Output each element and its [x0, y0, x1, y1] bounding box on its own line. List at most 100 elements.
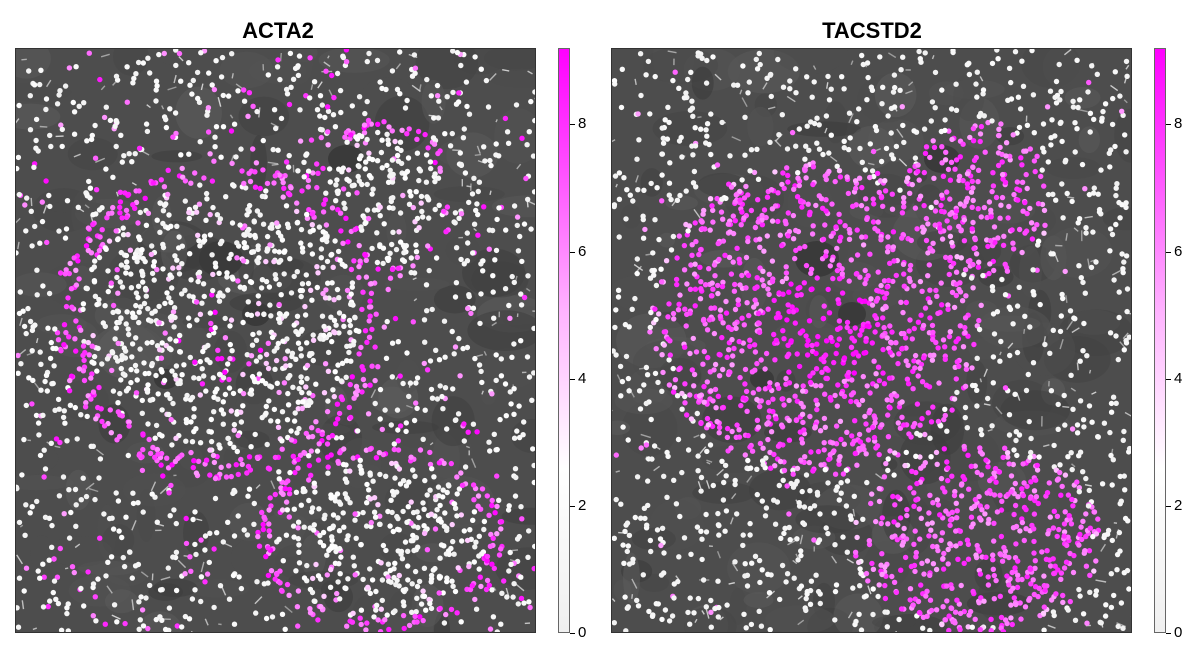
cell-point: [470, 482, 477, 488]
cell-point: [1050, 251, 1056, 257]
tissue-texture: [684, 606, 737, 632]
cell-point: [338, 434, 345, 441]
cell-point: [785, 302, 791, 308]
cell-point: [86, 352, 92, 358]
cell-point: [201, 237, 208, 243]
cell-point: [857, 274, 863, 280]
cell-point: [823, 197, 829, 203]
cell-point: [1005, 454, 1011, 460]
cell-point: [168, 482, 174, 489]
stroma-streak: [846, 558, 854, 564]
cell-point: [271, 107, 278, 113]
stroma-streak: [875, 473, 884, 480]
cell-point: [698, 279, 704, 285]
cell-point: [612, 78, 618, 84]
cell-point: [230, 276, 236, 282]
cell-point: [37, 452, 44, 459]
cell-point: [1041, 604, 1047, 610]
cell-point: [490, 273, 496, 279]
cell-point: [659, 388, 665, 394]
cell-point: [370, 478, 376, 484]
cell-point: [385, 137, 391, 143]
stroma-streak: [489, 73, 497, 81]
cell-point: [269, 225, 275, 231]
cell-point: [213, 58, 219, 64]
cell-point: [389, 374, 395, 380]
cell-point: [337, 210, 344, 216]
cell-point: [355, 173, 361, 180]
cell-point: [1058, 570, 1065, 576]
cell-point: [691, 383, 697, 389]
cell-point: [676, 85, 682, 91]
cell-point: [1057, 462, 1063, 468]
cell-point: [656, 236, 662, 243]
cell-point: [359, 389, 365, 395]
cell-point: [1061, 392, 1067, 399]
cell-point: [144, 389, 151, 395]
cell-point: [187, 354, 193, 361]
tissue-texture: [966, 360, 988, 404]
stroma-streak: [85, 482, 95, 491]
cell-point: [201, 373, 207, 379]
cell-point: [478, 583, 484, 590]
cell-point: [275, 147, 281, 153]
cell-point: [909, 336, 915, 342]
cell-point: [1086, 403, 1093, 409]
cell-point: [51, 556, 57, 562]
cell-point: [789, 129, 796, 136]
cell-point: [958, 255, 964, 261]
cell-point: [456, 90, 462, 96]
cell-point: [703, 604, 709, 610]
cell-point: [279, 237, 286, 243]
cell-point: [431, 141, 438, 147]
cell-point: [117, 199, 124, 205]
cell-point: [353, 535, 359, 541]
cell-point: [765, 286, 771, 292]
cell-point: [60, 474, 67, 480]
cell-point: [673, 276, 680, 283]
cell-point: [241, 240, 247, 246]
cell-point: [404, 519, 410, 525]
stroma-streak: [693, 208, 701, 219]
cell-point: [287, 50, 294, 57]
tissue-texture: [1000, 390, 1070, 431]
cell-point: [722, 528, 728, 534]
cell-point: [706, 141, 712, 148]
cell-point: [309, 211, 316, 217]
cell-point: [334, 177, 340, 183]
cell-point: [263, 553, 269, 560]
cell-point: [387, 523, 393, 529]
cell-point: [358, 542, 364, 548]
cell-point: [200, 348, 206, 355]
cell-point: [351, 395, 357, 401]
stroma-streak: [612, 598, 616, 602]
cell-point: [970, 185, 976, 191]
cell-point: [154, 266, 160, 273]
stroma-streak: [979, 378, 983, 383]
cell-point: [189, 596, 196, 602]
cell-point: [917, 422, 923, 428]
cell-point: [519, 516, 525, 522]
stroma-streak: [653, 465, 661, 472]
cell-point: [158, 355, 165, 361]
cell-point: [56, 493, 63, 499]
cell-point: [689, 98, 695, 104]
cell-point: [801, 280, 807, 286]
cell-point: [356, 274, 362, 281]
stroma-streak: [1122, 332, 1129, 340]
cell-point: [147, 397, 153, 403]
cell-point: [1083, 225, 1089, 231]
cell-point: [82, 349, 88, 356]
stroma-streak: [706, 459, 713, 463]
cell-point: [449, 130, 455, 137]
cell-point: [394, 152, 401, 159]
cell-point: [180, 174, 186, 180]
stroma-streak: [200, 83, 204, 91]
cell-point: [678, 134, 684, 141]
cell-point: [335, 579, 341, 585]
cell-point: [971, 341, 977, 348]
cell-point: [340, 53, 346, 59]
tissue-texture: [494, 108, 535, 164]
cell-point: [414, 619, 420, 625]
cell-point: [1078, 275, 1084, 281]
